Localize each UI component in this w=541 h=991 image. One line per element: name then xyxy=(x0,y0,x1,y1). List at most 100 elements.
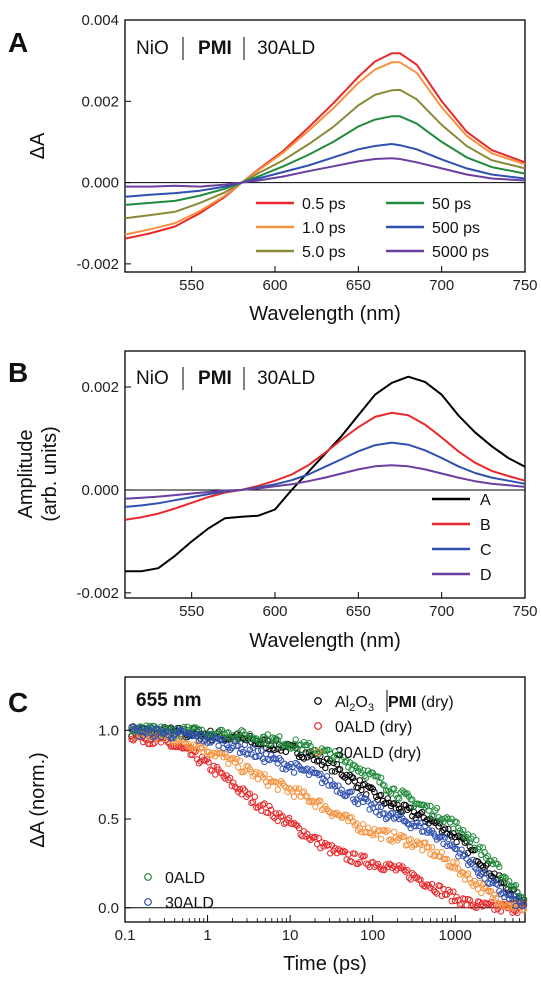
data-point xyxy=(282,766,290,773)
legend-label: 1.0 ps xyxy=(302,220,346,237)
data-point xyxy=(195,741,203,748)
data-point xyxy=(483,869,490,876)
data-point xyxy=(440,818,447,826)
legend-label: 5000 ps xyxy=(432,244,489,261)
data-point xyxy=(363,791,370,798)
data-point xyxy=(356,825,363,832)
data-point xyxy=(471,846,478,854)
data-point xyxy=(149,740,157,748)
x-tick-label: 0.1 xyxy=(115,927,136,944)
data-point xyxy=(458,846,465,853)
y-tick-label: 0.000 xyxy=(81,175,119,192)
data-point xyxy=(267,806,275,813)
data-point xyxy=(200,738,208,745)
data-point xyxy=(254,804,262,811)
data-point xyxy=(455,865,462,872)
data-point xyxy=(295,825,303,832)
data-point xyxy=(138,724,145,731)
legend-label: 30ALD (dry) xyxy=(335,745,421,762)
data-point xyxy=(445,815,452,823)
data-point xyxy=(354,784,362,791)
data-point xyxy=(417,819,424,827)
legend-label: 0ALD xyxy=(165,870,205,887)
data-point xyxy=(281,760,288,767)
data-point xyxy=(189,751,196,759)
data-point xyxy=(433,890,441,897)
data-point xyxy=(289,763,296,771)
legend-label: A xyxy=(480,492,491,509)
panel-c-annotation: 655 nm xyxy=(136,690,201,711)
svg-text:NiO PMI 30ALD: NiO PMI 30ALD xyxy=(136,368,315,389)
series-line-5-0-ps xyxy=(124,88,526,220)
data-point xyxy=(274,786,281,793)
legend-marker xyxy=(144,898,152,906)
data-point xyxy=(463,838,470,845)
data-point xyxy=(144,726,152,733)
data-point xyxy=(381,826,388,834)
series-line-5000-ps xyxy=(125,157,526,188)
legend-label: 500 ps xyxy=(432,220,480,237)
data-point xyxy=(461,851,469,858)
data-point xyxy=(432,888,439,896)
data-point xyxy=(238,791,245,798)
data-point xyxy=(433,836,441,843)
data-point xyxy=(489,895,496,902)
data-point xyxy=(333,761,340,768)
legend-marker xyxy=(144,873,152,881)
data-point xyxy=(328,782,336,789)
legend-label: C xyxy=(480,542,492,559)
data-point xyxy=(322,764,329,772)
data-point xyxy=(225,776,232,784)
data-point xyxy=(446,888,454,896)
series-line-d xyxy=(124,464,526,500)
data-point xyxy=(440,840,447,848)
data-point xyxy=(228,782,235,789)
data-point xyxy=(361,852,368,860)
data-point xyxy=(458,830,465,837)
data-point xyxy=(274,736,281,744)
data-point xyxy=(491,857,498,864)
data-point xyxy=(300,755,308,762)
data-point xyxy=(404,790,411,797)
data-point xyxy=(221,731,229,738)
data-point xyxy=(233,756,240,763)
data-point xyxy=(292,736,299,743)
data-point xyxy=(412,823,419,830)
data-point xyxy=(445,835,452,843)
data-point xyxy=(354,827,362,834)
panel-a-frame xyxy=(124,19,526,273)
data-point xyxy=(195,726,203,733)
data-point xyxy=(481,849,488,856)
data-point xyxy=(267,751,275,759)
data-point xyxy=(228,744,235,752)
data-point xyxy=(151,733,158,740)
data-point xyxy=(235,742,242,750)
legend-marker xyxy=(314,722,322,730)
data-point xyxy=(267,740,275,747)
data-point xyxy=(325,746,332,754)
series-line-500-ps xyxy=(124,143,526,198)
legend-label: 50 ps xyxy=(432,196,471,213)
data-point xyxy=(281,782,288,789)
data-point xyxy=(218,735,226,743)
data-point xyxy=(274,817,281,825)
data-point xyxy=(284,816,291,823)
data-point xyxy=(496,863,503,871)
data-point xyxy=(184,740,191,747)
data-point xyxy=(340,773,347,780)
data-point xyxy=(179,727,186,735)
panel-b-ylabel-line1: Amplitude xyxy=(15,430,37,519)
data-point xyxy=(240,728,247,735)
data-point xyxy=(469,856,477,864)
data-point xyxy=(363,774,370,781)
series-points-30ald xyxy=(128,723,528,910)
y-tick-label: 0.002 xyxy=(81,379,119,396)
data-point xyxy=(466,839,473,846)
data-point xyxy=(264,809,271,817)
data-point xyxy=(282,748,290,755)
legend-label-al2o3: Al2O3 PMI (dry) xyxy=(335,694,454,714)
data-point xyxy=(386,860,393,867)
data-point xyxy=(348,788,355,795)
data-point xyxy=(407,836,414,843)
svg-text:NiO PMI 30ALD: NiO PMI 30ALD xyxy=(136,38,315,59)
